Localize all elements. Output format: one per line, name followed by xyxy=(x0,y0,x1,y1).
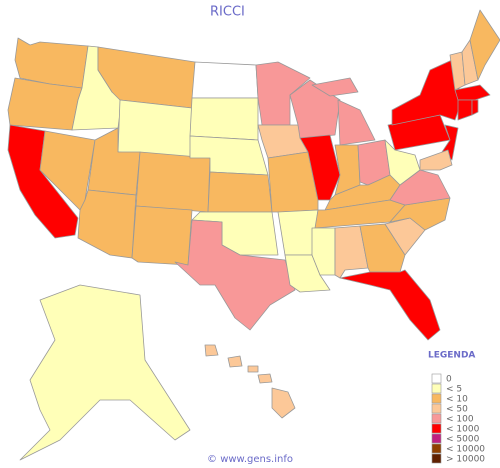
legend-label: < 10000 xyxy=(446,445,485,455)
state xyxy=(189,97,259,141)
legend-swatch xyxy=(431,423,442,434)
state xyxy=(227,355,243,368)
legend-label: < 5000 xyxy=(446,435,480,445)
footer: © www.gens.info xyxy=(207,454,293,465)
state xyxy=(247,365,259,373)
legend-label: < 10 xyxy=(446,395,468,405)
state xyxy=(337,99,376,146)
state xyxy=(204,344,219,357)
legend-swatch xyxy=(431,443,442,454)
state xyxy=(471,99,479,116)
state xyxy=(174,219,296,331)
legend-swatch xyxy=(431,393,442,404)
legend-label: 0 xyxy=(446,375,452,385)
state xyxy=(191,61,259,99)
state xyxy=(207,171,273,213)
state xyxy=(257,373,273,384)
legend-label: > 10000 xyxy=(446,455,485,465)
state xyxy=(19,284,191,461)
legend-label: < 5 xyxy=(446,385,462,395)
states xyxy=(7,9,500,461)
legend-swatch xyxy=(431,433,442,444)
state xyxy=(271,387,296,419)
legend-swatch xyxy=(431,413,442,424)
legend-swatch xyxy=(431,403,442,414)
state xyxy=(419,149,453,171)
state xyxy=(391,59,463,126)
legend-label: < 1000 xyxy=(446,425,480,435)
state xyxy=(457,99,473,121)
legend-label: < 50 xyxy=(446,405,468,415)
state xyxy=(117,99,193,159)
state xyxy=(339,269,441,341)
state xyxy=(469,9,500,81)
state xyxy=(135,151,211,213)
state xyxy=(311,227,336,276)
legend-swatch xyxy=(431,453,442,464)
state xyxy=(454,84,491,101)
state xyxy=(77,189,137,259)
legend-swatch xyxy=(431,383,442,394)
map-title: RICCI xyxy=(210,5,245,20)
legend-swatch xyxy=(431,373,442,384)
legend-label: < 100 xyxy=(446,415,474,425)
state xyxy=(255,61,311,126)
legend: 0< 5< 10< 50< 100< 1000< 5000< 10000> 10… xyxy=(431,373,485,465)
state xyxy=(131,205,193,266)
legend-title: LEGENDA xyxy=(428,351,475,361)
state xyxy=(311,77,359,97)
